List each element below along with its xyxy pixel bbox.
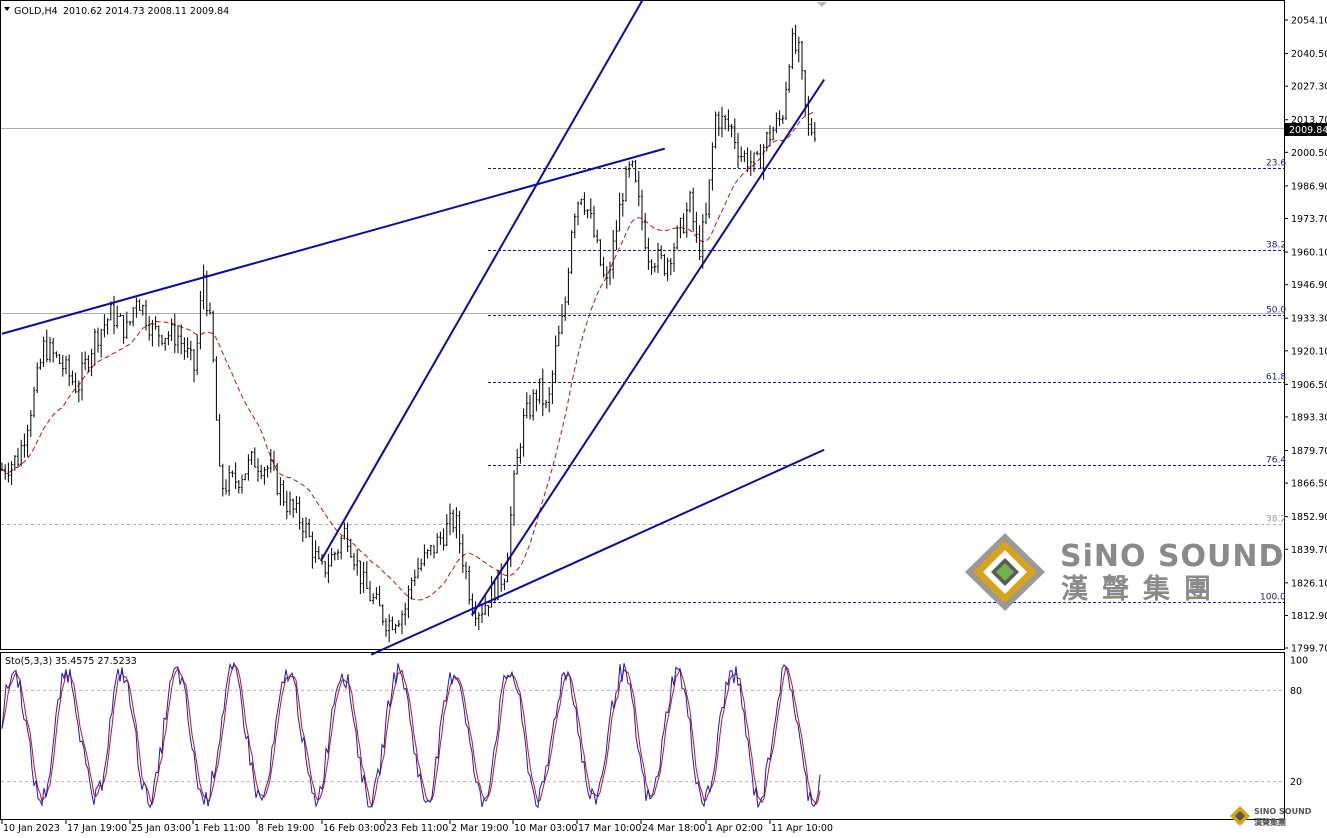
fib-level-label: 50.0 bbox=[1266, 306, 1286, 316]
price-tick-label: 1986.90 bbox=[1291, 181, 1327, 192]
chart-header: GOLD,H4 2010.62 2014.73 2008.11 2009.84 bbox=[4, 6, 229, 17]
price-tick-label: 1839.70 bbox=[1291, 545, 1327, 556]
price-tick-label: 1879.70 bbox=[1291, 446, 1327, 457]
oscillator-levels: 100 80 20 bbox=[1, 656, 1308, 788]
fib-level-label: 38.2 bbox=[1266, 241, 1286, 251]
price-tick-label: 2027.30 bbox=[1291, 82, 1327, 93]
time-tick-label: 25 Jan 03:00 bbox=[131, 823, 191, 834]
price-tick-label: 1812.90 bbox=[1291, 611, 1327, 622]
time-tick-label: 1 Feb 11:00 bbox=[194, 823, 250, 834]
price-tick-label: 2013.70 bbox=[1291, 115, 1327, 126]
mini-logo-zh: 漢聲集團 bbox=[1254, 817, 1286, 827]
price-tick-label: 1946.90 bbox=[1291, 280, 1327, 291]
price-tick-label: 1933.30 bbox=[1291, 314, 1327, 325]
price-tick-label: 2000.50 bbox=[1291, 148, 1327, 159]
mini-logo-en: SINO SOUND bbox=[1254, 807, 1312, 816]
grey-level-label: 38.2 bbox=[1266, 515, 1286, 525]
fibonacci-levels: 23.6 38.2 50.0 61.8 76.4 100.0 bbox=[488, 159, 1286, 603]
time-tick-label: 1 Apr 02:00 bbox=[707, 823, 763, 834]
ohlc-values: 2010.62 2014.73 2008.11 2009.84 bbox=[63, 6, 229, 17]
logo-text-zh: 漢聲集團 bbox=[1061, 573, 1225, 605]
shift-marker-icon bbox=[817, 2, 827, 7]
logo-text-en: SiNO SOUND bbox=[1060, 539, 1284, 574]
price-tick-label: 1960.10 bbox=[1291, 248, 1327, 259]
price-tick-label: 1973.70 bbox=[1291, 214, 1327, 225]
main-chart-frame bbox=[0, 0, 1285, 650]
trendline bbox=[1, 147, 666, 335]
grey-levels: 38.2 bbox=[1, 128, 1286, 525]
fib-level-label: 61.8 bbox=[1266, 373, 1286, 383]
price-tick-label: 1906.50 bbox=[1291, 380, 1327, 391]
trendline bbox=[470, 78, 826, 616]
fib-level-label: 23.6 bbox=[1266, 159, 1286, 169]
price-axis[interactable]: 2054.10 2040.50 2027.30 2013.70 2000.50 1986.… bbox=[1284, 16, 1327, 655]
price-tick-label: 1920.10 bbox=[1291, 346, 1327, 357]
time-tick-label: 24 Mar 18:00 bbox=[642, 823, 705, 834]
time-tick-label: 11 Apr 10:00 bbox=[771, 823, 833, 834]
price-tick-label: 2054.10 bbox=[1291, 16, 1327, 27]
price-tick-label: 1866.50 bbox=[1291, 479, 1327, 490]
price-tick-label: 1893.30 bbox=[1291, 412, 1327, 423]
price-tick-label: 1799.70 bbox=[1291, 644, 1327, 655]
time-tick-label: 17 Jan 19:00 bbox=[67, 823, 127, 834]
price-tick-label: 1852.90 bbox=[1291, 512, 1327, 523]
current-price-tag: 2009.84 bbox=[1285, 123, 1327, 136]
trendline bbox=[370, 448, 825, 656]
mini-logo: SINO SOUND 漢聲集團 bbox=[1230, 806, 1312, 827]
time-tick-label: 2 Mar 19:00 bbox=[451, 823, 508, 834]
moving-average bbox=[1, 111, 815, 601]
time-tick-label: 10 Jan 2023 bbox=[3, 823, 60, 834]
time-tick-label: 17 Mar 10:00 bbox=[578, 823, 641, 834]
diamond-logo-icon bbox=[965, 533, 1045, 611]
time-tick-label: 16 Feb 03:00 bbox=[323, 823, 385, 834]
oscillator-label: Sto(5,3,3) 35.4575 27.5233 bbox=[5, 656, 137, 667]
oscillator-level-label: 20 bbox=[1290, 777, 1302, 788]
time-tick-label: 23 Feb 11:00 bbox=[386, 823, 448, 834]
trendlines[interactable] bbox=[1, 0, 826, 656]
price-tick-label: 1826.10 bbox=[1291, 578, 1327, 589]
oscillator-frame bbox=[0, 652, 1285, 820]
fib-level-label: 100.0 bbox=[1260, 593, 1286, 603]
stochastic-lines bbox=[1, 661, 821, 809]
current-price: 2009.84 bbox=[1289, 125, 1327, 136]
time-tick-label: 10 Mar 03:00 bbox=[514, 823, 577, 834]
triangle-down-icon[interactable] bbox=[4, 7, 10, 11]
fib-level-label: 76.4 bbox=[1266, 456, 1286, 466]
candlestick-series bbox=[0, 24, 816, 643]
time-axis[interactable]: 10 Jan 2023 17 Jan 19:00 25 Jan 03:00 1 Feb… bbox=[1, 820, 833, 834]
price-tick-label: 2040.50 bbox=[1291, 49, 1327, 60]
trendline bbox=[319, 0, 644, 562]
oscillator-level-label: 80 bbox=[1290, 686, 1302, 697]
time-tick-label: 8 Feb 19:00 bbox=[258, 823, 314, 834]
oscillator-level-label: 100 bbox=[1290, 656, 1308, 667]
sino-sound-logo: SiNO SOUND 漢聲集團 bbox=[965, 533, 1284, 611]
symbol-label: GOLD,H4 bbox=[14, 6, 58, 17]
